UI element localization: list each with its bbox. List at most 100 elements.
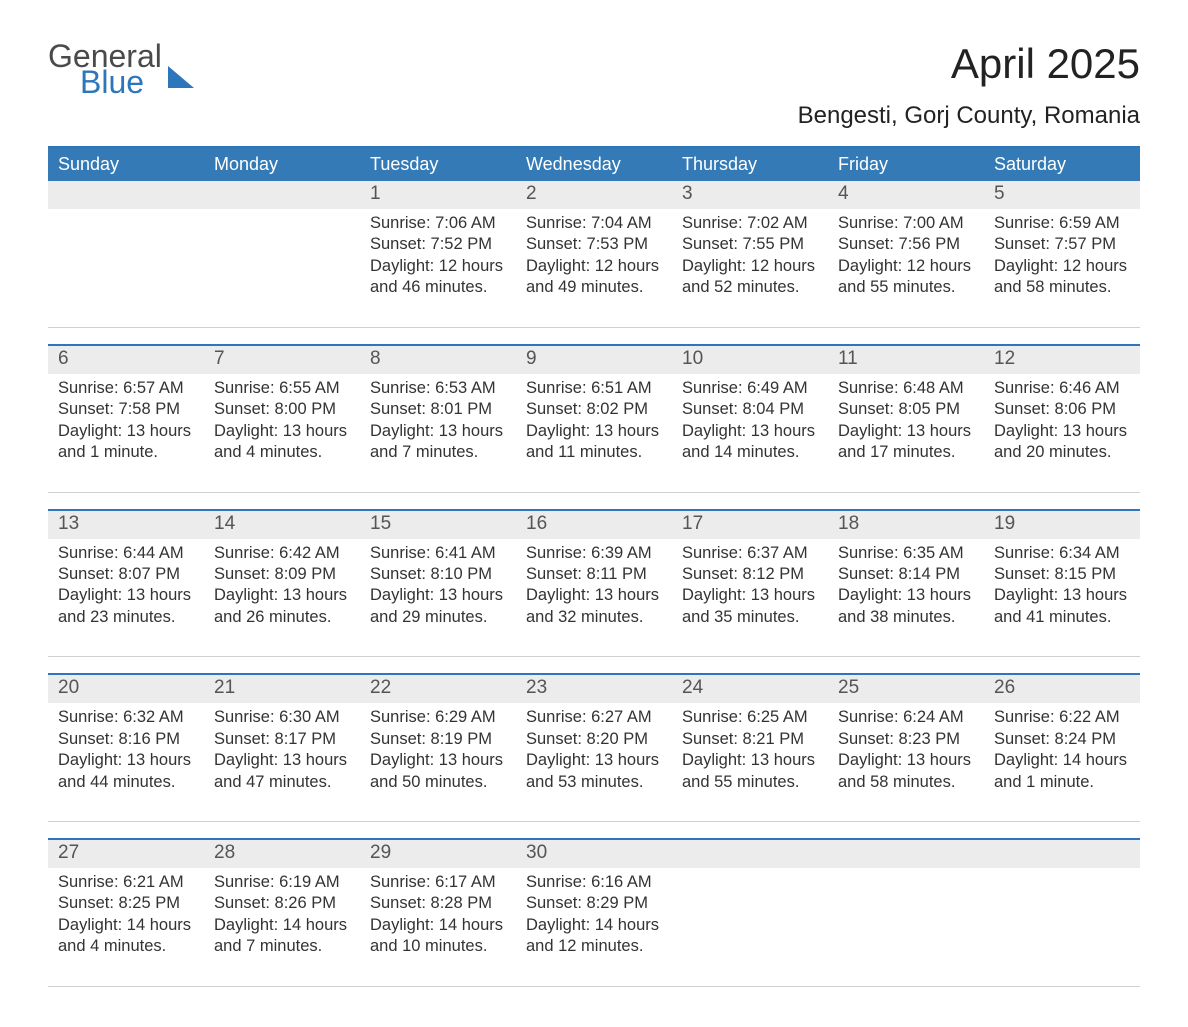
day-cell: Sunrise: 6:24 AMSunset: 8:23 PMDaylight:… xyxy=(828,703,984,821)
daylight-text: Daylight: 12 hours and 55 minutes. xyxy=(838,256,974,299)
sunset-text: Sunset: 8:00 PM xyxy=(214,399,350,420)
day-body-row: Sunrise: 6:44 AMSunset: 8:07 PMDaylight:… xyxy=(48,539,1140,657)
day-number xyxy=(984,840,1140,868)
daylight-text: Daylight: 12 hours and 46 minutes. xyxy=(370,256,506,299)
calendar-header-row: SundayMondayTuesdayWednesdayThursdayFrid… xyxy=(48,148,1140,181)
sunrise-text: Sunrise: 6:24 AM xyxy=(838,707,974,728)
day-body-row: Sunrise: 6:32 AMSunset: 8:16 PMDaylight:… xyxy=(48,703,1140,821)
day-cell: Sunrise: 6:22 AMSunset: 8:24 PMDaylight:… xyxy=(984,703,1140,821)
sunset-text: Sunset: 8:01 PM xyxy=(370,399,506,420)
day-cell: Sunrise: 6:59 AMSunset: 7:57 PMDaylight:… xyxy=(984,209,1140,327)
day-number-row: 27282930 xyxy=(48,840,1140,868)
daylight-text: Daylight: 14 hours and 12 minutes. xyxy=(526,915,662,958)
sunrise-text: Sunrise: 6:53 AM xyxy=(370,378,506,399)
daylight-text: Daylight: 13 hours and 44 minutes. xyxy=(58,750,194,793)
daylight-text: Daylight: 13 hours and 23 minutes. xyxy=(58,585,194,628)
day-cell: Sunrise: 6:25 AMSunset: 8:21 PMDaylight:… xyxy=(672,703,828,821)
sunrise-text: Sunrise: 7:00 AM xyxy=(838,213,974,234)
day-number: 29 xyxy=(360,840,516,868)
day-cell: Sunrise: 6:27 AMSunset: 8:20 PMDaylight:… xyxy=(516,703,672,821)
sunset-text: Sunset: 7:53 PM xyxy=(526,234,662,255)
day-number: 10 xyxy=(672,346,828,374)
sunset-text: Sunset: 8:02 PM xyxy=(526,399,662,420)
day-number: 18 xyxy=(828,511,984,539)
day-cell: Sunrise: 6:41 AMSunset: 8:10 PMDaylight:… xyxy=(360,539,516,657)
calendar-week: 20212223242526Sunrise: 6:32 AMSunset: 8:… xyxy=(48,673,1140,822)
sunrise-text: Sunrise: 6:21 AM xyxy=(58,872,194,893)
daylight-text: Daylight: 14 hours and 1 minute. xyxy=(994,750,1130,793)
sunset-text: Sunset: 8:21 PM xyxy=(682,729,818,750)
calendar-week: 12345Sunrise: 7:06 AMSunset: 7:52 PMDayl… xyxy=(48,181,1140,328)
daylight-text: Daylight: 14 hours and 10 minutes. xyxy=(370,915,506,958)
day-number: 12 xyxy=(984,346,1140,374)
calendar-week: 6789101112Sunrise: 6:57 AMSunset: 7:58 P… xyxy=(48,344,1140,493)
sunset-text: Sunset: 8:06 PM xyxy=(994,399,1130,420)
day-number: 17 xyxy=(672,511,828,539)
sunset-text: Sunset: 8:12 PM xyxy=(682,564,818,585)
sunset-text: Sunset: 7:56 PM xyxy=(838,234,974,255)
day-number xyxy=(48,181,204,209)
daylight-text: Daylight: 13 hours and 1 minute. xyxy=(58,421,194,464)
day-cell: Sunrise: 7:00 AMSunset: 7:56 PMDaylight:… xyxy=(828,209,984,327)
day-body-row: Sunrise: 6:57 AMSunset: 7:58 PMDaylight:… xyxy=(48,374,1140,492)
sunrise-text: Sunrise: 6:49 AM xyxy=(682,378,818,399)
day-number: 7 xyxy=(204,346,360,374)
day-number: 1 xyxy=(360,181,516,209)
sunrise-text: Sunrise: 6:48 AM xyxy=(838,378,974,399)
day-cell: Sunrise: 6:46 AMSunset: 8:06 PMDaylight:… xyxy=(984,374,1140,492)
day-number xyxy=(672,840,828,868)
day-number-row: 6789101112 xyxy=(48,346,1140,374)
day-cell: Sunrise: 6:21 AMSunset: 8:25 PMDaylight:… xyxy=(48,868,204,986)
location-subtitle: Bengesti, Gorj County, Romania xyxy=(798,102,1140,130)
sunrise-text: Sunrise: 6:39 AM xyxy=(526,543,662,564)
day-cell: Sunrise: 7:06 AMSunset: 7:52 PMDaylight:… xyxy=(360,209,516,327)
brand-logo: General Blue xyxy=(48,40,194,98)
sunset-text: Sunset: 7:55 PM xyxy=(682,234,818,255)
day-number: 2 xyxy=(516,181,672,209)
day-cell xyxy=(984,868,1140,986)
sunset-text: Sunset: 7:58 PM xyxy=(58,399,194,420)
sunset-text: Sunset: 8:09 PM xyxy=(214,564,350,585)
day-cell: Sunrise: 6:42 AMSunset: 8:09 PMDaylight:… xyxy=(204,539,360,657)
sunset-text: Sunset: 8:25 PM xyxy=(58,893,194,914)
title-block: April 2025 Bengesti, Gorj County, Romani… xyxy=(798,40,1140,130)
day-cell: Sunrise: 6:44 AMSunset: 8:07 PMDaylight:… xyxy=(48,539,204,657)
sunrise-text: Sunrise: 6:30 AM xyxy=(214,707,350,728)
day-cell: Sunrise: 6:55 AMSunset: 8:00 PMDaylight:… xyxy=(204,374,360,492)
calendar-weeks: 12345Sunrise: 7:06 AMSunset: 7:52 PMDayl… xyxy=(48,181,1140,987)
day-number: 4 xyxy=(828,181,984,209)
day-cell xyxy=(204,209,360,327)
day-number xyxy=(204,181,360,209)
sunrise-text: Sunrise: 6:35 AM xyxy=(838,543,974,564)
day-cell: Sunrise: 6:34 AMSunset: 8:15 PMDaylight:… xyxy=(984,539,1140,657)
day-cell: Sunrise: 6:39 AMSunset: 8:11 PMDaylight:… xyxy=(516,539,672,657)
sunrise-text: Sunrise: 6:44 AM xyxy=(58,543,194,564)
sunset-text: Sunset: 8:17 PM xyxy=(214,729,350,750)
day-number: 13 xyxy=(48,511,204,539)
day-cell: Sunrise: 6:32 AMSunset: 8:16 PMDaylight:… xyxy=(48,703,204,821)
sail-icon xyxy=(168,66,194,88)
sunset-text: Sunset: 8:15 PM xyxy=(994,564,1130,585)
day-cell: Sunrise: 6:16 AMSunset: 8:29 PMDaylight:… xyxy=(516,868,672,986)
day-body-row: Sunrise: 7:06 AMSunset: 7:52 PMDaylight:… xyxy=(48,209,1140,327)
day-number: 9 xyxy=(516,346,672,374)
sunrise-text: Sunrise: 6:17 AM xyxy=(370,872,506,893)
day-number: 11 xyxy=(828,346,984,374)
sunset-text: Sunset: 8:16 PM xyxy=(58,729,194,750)
calendar-week: 13141516171819Sunrise: 6:44 AMSunset: 8:… xyxy=(48,509,1140,658)
calendar-header-cell: Friday xyxy=(828,148,984,181)
calendar-header-cell: Saturday xyxy=(984,148,1140,181)
daylight-text: Daylight: 13 hours and 58 minutes. xyxy=(838,750,974,793)
daylight-text: Daylight: 14 hours and 4 minutes. xyxy=(58,915,194,958)
day-number: 14 xyxy=(204,511,360,539)
sunset-text: Sunset: 8:14 PM xyxy=(838,564,974,585)
sunset-text: Sunset: 8:23 PM xyxy=(838,729,974,750)
sunrise-text: Sunrise: 7:06 AM xyxy=(370,213,506,234)
logo-text-block: General Blue xyxy=(48,40,162,98)
daylight-text: Daylight: 13 hours and 35 minutes. xyxy=(682,585,818,628)
day-body-row: Sunrise: 6:21 AMSunset: 8:25 PMDaylight:… xyxy=(48,868,1140,986)
daylight-text: Daylight: 13 hours and 26 minutes. xyxy=(214,585,350,628)
sunrise-text: Sunrise: 6:55 AM xyxy=(214,378,350,399)
sunset-text: Sunset: 8:24 PM xyxy=(994,729,1130,750)
calendar-header-cell: Thursday xyxy=(672,148,828,181)
